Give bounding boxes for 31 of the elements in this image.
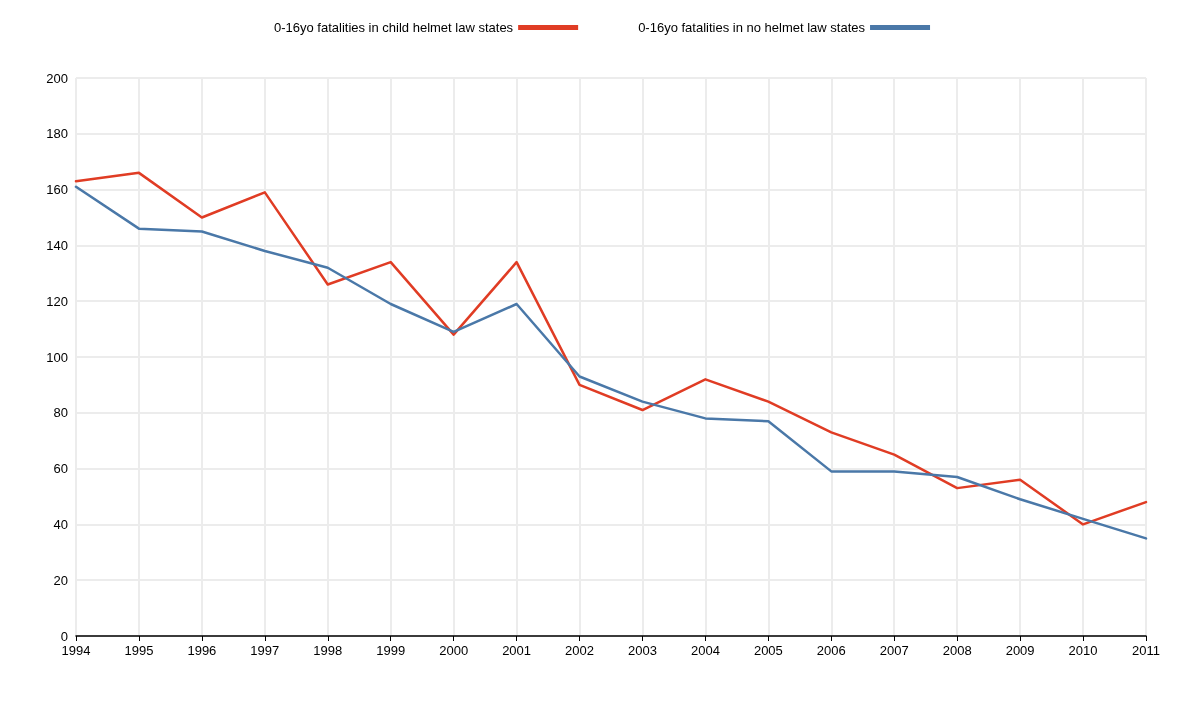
legend-label: 0-16yo fatalities in no helmet law states bbox=[638, 20, 866, 35]
x-tick-label: 1994 bbox=[61, 643, 91, 658]
x-tick-label: 2001 bbox=[502, 643, 532, 658]
x-tick-label: 1997 bbox=[250, 643, 280, 658]
y-tick-label: 80 bbox=[53, 405, 68, 421]
x-tick-label: 2009 bbox=[1005, 643, 1035, 658]
x-tick-label: 2004 bbox=[690, 643, 720, 658]
y-tick-label: 40 bbox=[53, 516, 68, 532]
y-tick-label: 20 bbox=[53, 572, 68, 588]
x-tick-label: 2003 bbox=[628, 643, 657, 658]
x-tick-label: 1999 bbox=[376, 643, 406, 658]
x-tick-label: 2010 bbox=[1068, 643, 1098, 658]
y-tick-label: 0 bbox=[60, 628, 68, 644]
y-tick-label: 160 bbox=[46, 182, 68, 198]
y-tick-label: 120 bbox=[46, 293, 68, 309]
x-tick-label: 2005 bbox=[753, 643, 783, 658]
y-tick-label: 180 bbox=[46, 126, 68, 142]
legend-label: 0-16yo fatalities in child helmet law states bbox=[273, 20, 514, 35]
x-tick-label: 2000 bbox=[439, 643, 469, 658]
y-tick-label: 140 bbox=[46, 237, 68, 253]
x-tick-label: 2007 bbox=[879, 643, 909, 658]
y-tick-label: 200 bbox=[46, 70, 68, 86]
x-tick-label: 1998 bbox=[313, 643, 343, 658]
x-tick-label: 2008 bbox=[942, 643, 972, 658]
x-tick-label: 2011 bbox=[1132, 643, 1160, 658]
y-tick-label: 60 bbox=[53, 461, 68, 477]
x-tick-label: 2002 bbox=[565, 643, 594, 658]
x-tick-label: 2006 bbox=[816, 643, 846, 658]
x-tick-label: 1995 bbox=[124, 643, 154, 658]
y-tick-label: 100 bbox=[46, 349, 68, 365]
x-tick-label: 1996 bbox=[187, 643, 217, 658]
